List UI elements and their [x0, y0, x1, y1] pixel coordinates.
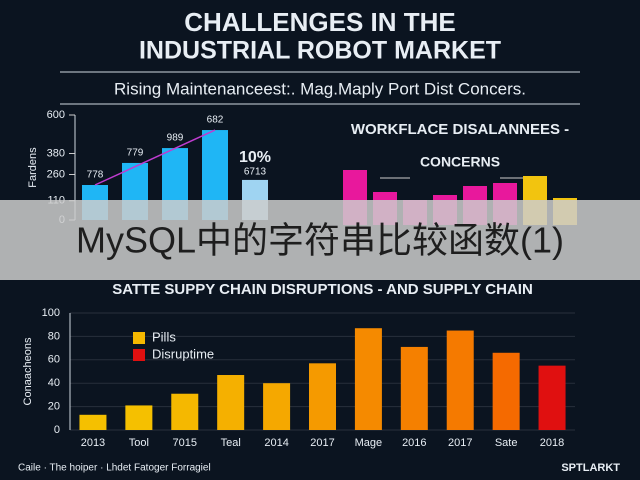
chart-subtitle: CONCERNS [420, 154, 500, 170]
bar [171, 393, 199, 430]
x-tick-label: 2018 [540, 437, 564, 449]
y-tick-label: 600 [47, 109, 65, 121]
chart-title: WORKFLACE DISALANNEES - [351, 121, 569, 138]
x-tick-label: 2013 [81, 437, 105, 449]
annotation: 682 [207, 115, 224, 126]
banner: MySQL中的字符串比较函数(1) [76, 220, 564, 261]
bar [400, 346, 428, 430]
bar [354, 328, 382, 430]
bar [125, 405, 153, 430]
legend-swatch [133, 332, 145, 344]
y-tick-label: 0 [54, 424, 60, 436]
y-axis-label: Fardens [27, 147, 39, 188]
bar [217, 375, 245, 430]
x-tick-label: Mage [355, 437, 383, 449]
footer-right: SPTLARKT [561, 462, 620, 474]
footer-left: Caile · The hoiper · Lhdet Fatoger Forra… [18, 463, 211, 474]
annotation: 10% [239, 149, 271, 166]
x-tick-label: 2017 [448, 437, 472, 449]
banner-bg [0, 200, 640, 280]
annotation: 6713 [244, 167, 267, 178]
title-line: INDUSTRIAL ROBOT MARKET [139, 37, 501, 65]
subtitle: Rising Maintenanceest:. Mag.Maply Port D… [114, 79, 526, 98]
y-tick-label: 60 [48, 354, 60, 366]
annotation: 779 [127, 148, 144, 159]
annotation: 778 [87, 170, 104, 181]
y-axis-label: Conaacheons [22, 337, 34, 405]
bar [538, 365, 566, 430]
x-tick-label: Tool [129, 437, 149, 449]
legend-label: Pills [152, 329, 176, 344]
x-tick-label: Teal [221, 437, 241, 449]
annotation: 989 [167, 133, 184, 144]
y-tick-label: 260 [47, 168, 65, 180]
legend-swatch [133, 349, 145, 361]
y-tick-label: 100 [42, 307, 60, 319]
connector [94, 129, 216, 186]
y-tick-label: 20 [48, 401, 60, 413]
bar [446, 330, 474, 430]
bar [79, 414, 107, 430]
chart-title: SATTE SUPPY CHAIN DISRUPTIONS - AND SUPP… [112, 281, 533, 298]
x-tick-label: Sate [495, 437, 518, 449]
x-tick-label: 2016 [402, 437, 426, 449]
title-line: CHALLENGES IN THE [184, 7, 456, 37]
x-tick-label: 7015 [173, 437, 197, 449]
bar [492, 352, 520, 430]
legend-label: Disruptime [152, 346, 214, 361]
x-tick-label: 2014 [264, 437, 288, 449]
bar [263, 383, 291, 430]
y-tick-label: 80 [48, 330, 60, 342]
y-tick-label: 380 [47, 147, 65, 159]
y-tick-label: 40 [48, 377, 60, 389]
x-tick-label: 2017 [310, 437, 334, 449]
bar [309, 363, 336, 430]
